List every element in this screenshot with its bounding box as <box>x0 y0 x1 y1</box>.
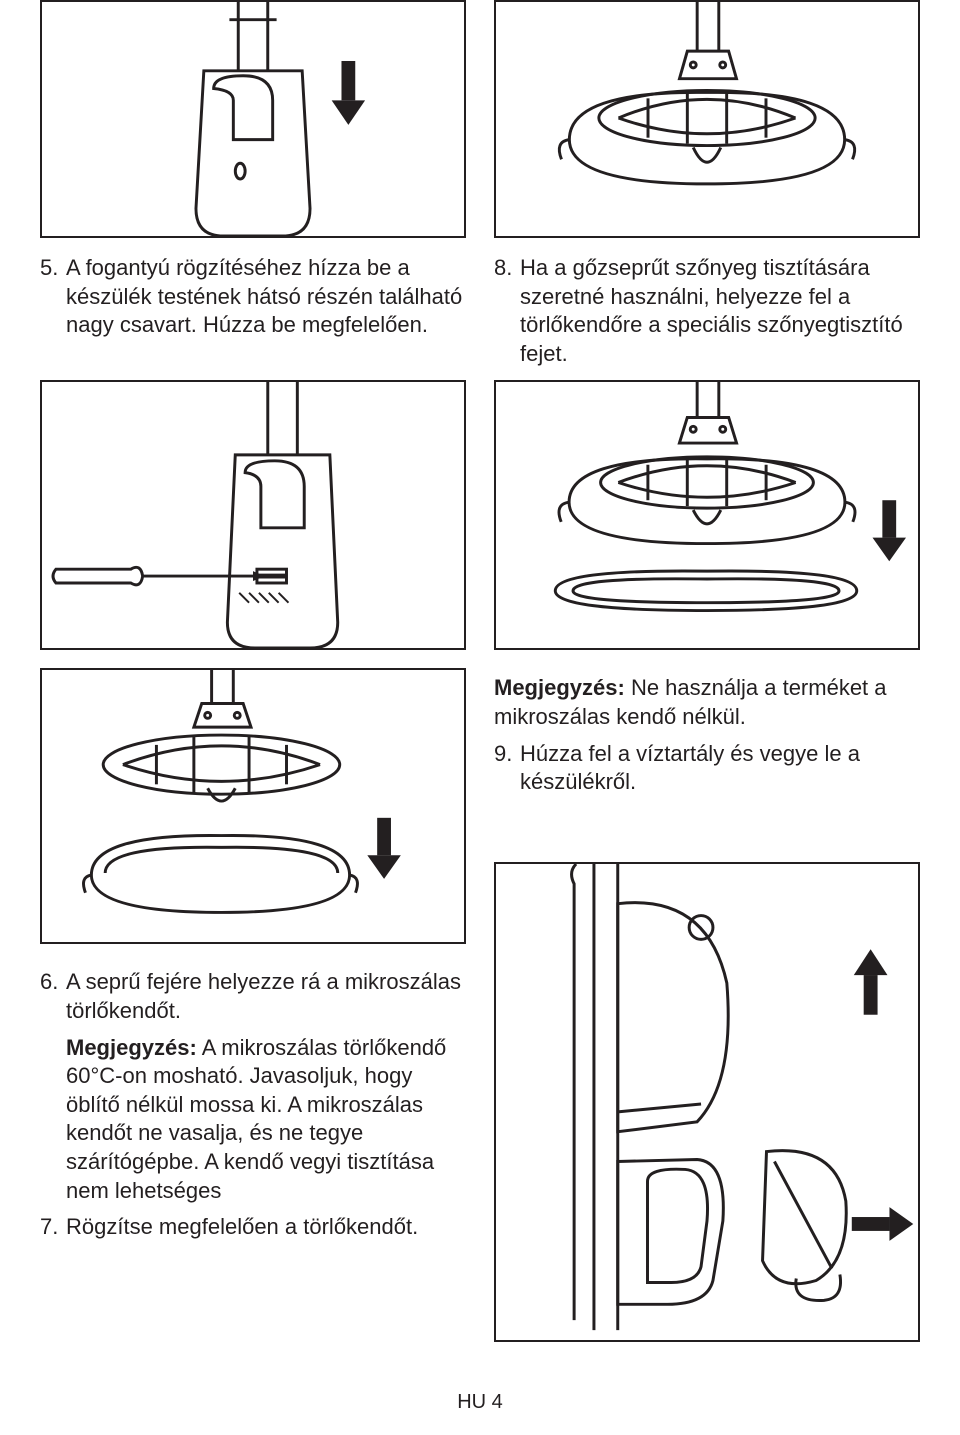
note-label: Megjegyzés: <box>494 675 625 700</box>
step6-note-label: Megjegyzés: <box>66 1035 197 1060</box>
illus-water-tank <box>496 864 918 1340</box>
row-mid-figures <box>40 380 920 650</box>
illus-pad-drop <box>42 670 464 942</box>
step9: 9. Húzza fel a víztartály és vegye le a … <box>494 740 920 797</box>
step9-text: Húzza fel a víztartály és vegye le a kés… <box>520 740 920 797</box>
illus-handle-screw <box>42 2 464 236</box>
col-right <box>494 0 920 238</box>
step9-num: 9. <box>494 740 520 797</box>
text-step5: 5. A fogantyú rögzítéséhez hízza be a ké… <box>40 248 466 376</box>
figure-carpet-glider <box>494 380 920 650</box>
step6-note: Megjegyzés: A mikroszálas törlőkendő 60°… <box>40 1034 466 1206</box>
step5: 5. A fogantyú rögzítéséhez hízza be a ké… <box>40 254 466 340</box>
figure-screwdriver <box>40 380 466 650</box>
col-left <box>40 0 466 238</box>
step8-text: Ha a gőzseprűt szőnyeg tisztítására szer… <box>520 254 920 368</box>
step5-text: A fogantyú rögzítéséhez hízza be a készü… <box>66 254 466 340</box>
step5-num: 5. <box>40 254 66 340</box>
step6-num: 6. <box>40 968 66 1025</box>
page-footer: HU 4 <box>0 1389 960 1415</box>
step6-text: A seprű fejére helyezze rá a mikroszálas… <box>66 968 466 1025</box>
row-bottom: 6. A seprű fejére helyezze rá a mikroszá… <box>40 962 920 1342</box>
step7: 7. Rögzítse megfelelően a törlőkendőt. <box>40 1213 466 1242</box>
step6: 6. A seprű fejére helyezze rá a mikroszá… <box>40 968 466 1025</box>
step8-num: 8. <box>494 254 520 368</box>
left-text-67: 6. A seprű fejére helyezze rá a mikroszá… <box>40 962 466 1342</box>
note-right: Megjegyzés: Ne használja a terméket a mi… <box>494 674 920 731</box>
figure-step5-top <box>40 0 466 238</box>
figure-pad-drop <box>40 668 466 944</box>
step7-num: 7. <box>40 1213 66 1242</box>
row-top-figures <box>40 0 920 238</box>
step7-text: Rögzítse megfelelően a törlőkendőt. <box>66 1213 418 1242</box>
row-text-5-8: 5. A fogantyú rögzítéséhez hízza be a ké… <box>40 248 920 376</box>
illus-carpet-glider <box>496 382 918 648</box>
step8: 8. Ha a gőzseprűt szőnyeg tisztítására s… <box>494 254 920 368</box>
illus-mop-head-top <box>496 2 918 236</box>
text-step8: 8. Ha a gőzseprűt szőnyeg tisztítására s… <box>494 248 920 376</box>
figure-step7-head <box>494 0 920 238</box>
illus-screwdriver <box>42 382 464 648</box>
figure-water-tank <box>494 862 920 1342</box>
